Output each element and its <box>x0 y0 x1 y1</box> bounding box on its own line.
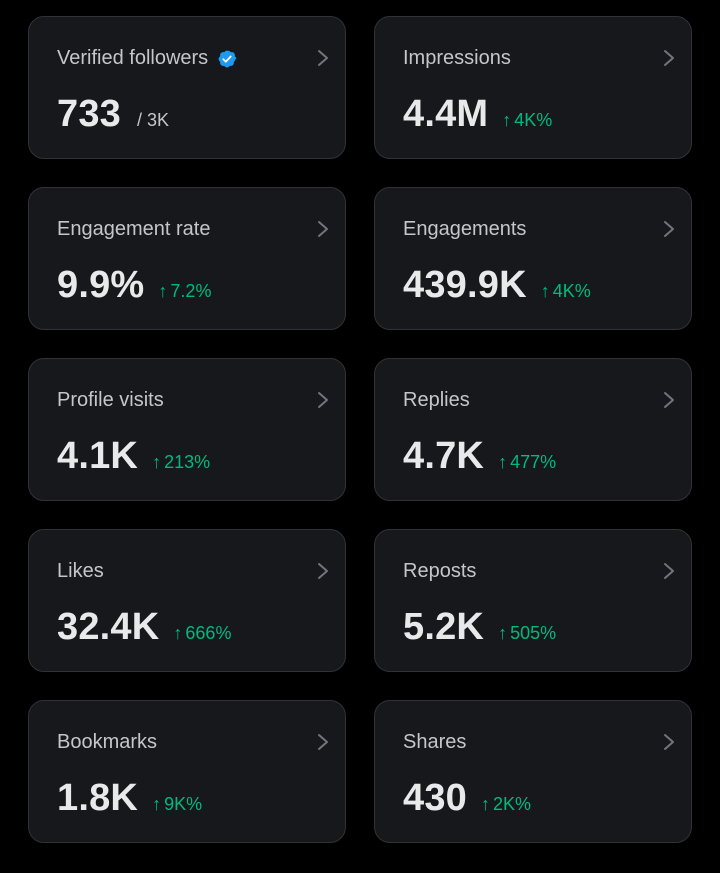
metric-card-bookmarks[interactable]: Bookmarks 1.8K ↑ 9K% <box>28 700 346 843</box>
arrow-up-icon: ↑ <box>152 794 162 814</box>
metric-title: Shares <box>403 731 466 754</box>
metric-value-row: 430 ↑ 2K% <box>403 777 531 820</box>
metric-card-reposts[interactable]: Reposts 5.2K ↑ 505% <box>374 529 692 672</box>
metric-value-row: 4.7K ↑ 477% <box>403 435 556 478</box>
metric-value: 733 <box>57 93 122 135</box>
arrow-up-icon: ↑ <box>502 110 512 130</box>
metric-title: Likes <box>57 560 104 583</box>
metric-card-impressions[interactable]: Impressions 4.4M ↑ 4K% <box>374 16 692 159</box>
chevron-right-icon <box>318 50 328 66</box>
arrow-up-icon: ↑ <box>481 794 491 814</box>
metric-value-row: 32.4K ↑ 666% <box>57 606 231 649</box>
chevron-right-icon <box>318 221 328 237</box>
metric-value: 439.9K <box>403 264 527 306</box>
arrow-up-icon: ↑ <box>173 623 183 643</box>
metric-value-row: 4.4M ↑ 4K% <box>403 93 552 136</box>
chevron-right-icon <box>664 734 674 750</box>
metric-change-value: 213% <box>164 452 211 472</box>
metric-change-value: 7.2% <box>170 281 212 301</box>
metric-title: Profile visits <box>57 389 164 412</box>
metric-change: ↑ 477% <box>498 452 556 473</box>
arrow-up-icon: ↑ <box>498 452 508 472</box>
chevron-right-icon <box>318 392 328 408</box>
metric-value: 32.4K <box>57 606 160 648</box>
metric-card-replies[interactable]: Replies 4.7K ↑ 477% <box>374 358 692 501</box>
metric-value: 9.9% <box>57 264 145 306</box>
metric-label: Profile visits <box>57 389 164 411</box>
metric-title: Engagement rate <box>57 218 210 241</box>
metric-change-value: 505% <box>510 623 557 643</box>
metric-label: Replies <box>403 389 470 411</box>
metric-card-likes[interactable]: Likes 32.4K ↑ 666% <box>28 529 346 672</box>
metric-label: Impressions <box>403 47 511 69</box>
metric-card-engagements[interactable]: Engagements 439.9K ↑ 4K% <box>374 187 692 330</box>
metric-title: Bookmarks <box>57 731 157 754</box>
metric-change: ↑ 666% <box>173 623 231 644</box>
metric-label: Engagement rate <box>57 218 211 240</box>
metric-change: ↑ 4K% <box>502 110 552 131</box>
metrics-grid: Verified followers 733 / 3K Impressions … <box>28 16 692 843</box>
metric-title: Impressions <box>403 47 511 70</box>
verified-badge-icon <box>218 50 237 67</box>
metric-change: ↑ 505% <box>498 623 556 644</box>
metric-value: 430 <box>403 777 468 819</box>
metric-label: Reposts <box>403 560 477 582</box>
metric-suffix: / 3K <box>137 110 170 130</box>
metric-title: Reposts <box>403 560 476 583</box>
metric-label: Verified followers <box>57 47 209 69</box>
metric-card-shares[interactable]: Shares 430 ↑ 2K% <box>374 700 692 843</box>
metric-change-value: 666% <box>185 623 232 643</box>
metric-label: Bookmarks <box>57 731 158 753</box>
metric-change: ↑ 213% <box>152 452 210 473</box>
metric-title: Verified followers <box>57 47 238 70</box>
metric-change-value: 2K% <box>493 794 532 814</box>
arrow-up-icon: ↑ <box>498 623 508 643</box>
metric-value-row: 733 / 3K <box>57 93 169 136</box>
metric-change-value: 4K% <box>552 281 591 301</box>
metric-label: Engagements <box>403 218 527 240</box>
metric-value: 1.8K <box>57 777 139 819</box>
chevron-right-icon <box>664 221 674 237</box>
metric-value: 4.7K <box>403 435 485 477</box>
chevron-right-icon <box>318 563 328 579</box>
metric-title: Engagements <box>403 218 526 241</box>
metric-change: ↑ 7.2% <box>158 281 211 302</box>
metric-change: ↑ 2K% <box>481 794 531 815</box>
metric-label: Shares <box>403 731 467 753</box>
metric-change: ↑ 4K% <box>541 281 591 302</box>
arrow-up-icon: ↑ <box>540 281 550 301</box>
chevron-right-icon <box>664 392 674 408</box>
chevron-right-icon <box>664 563 674 579</box>
metric-card-verified-followers[interactable]: Verified followers 733 / 3K <box>28 16 346 159</box>
metric-change-value: 9K% <box>164 794 203 814</box>
chevron-right-icon <box>664 50 674 66</box>
metric-title: Replies <box>403 389 470 412</box>
metric-value-row: 9.9% ↑ 7.2% <box>57 264 211 307</box>
metric-label: Likes <box>57 560 104 582</box>
metric-value: 5.2K <box>403 606 485 648</box>
chevron-right-icon <box>318 734 328 750</box>
metric-value-row: 4.1K ↑ 213% <box>57 435 210 478</box>
arrow-up-icon: ↑ <box>152 452 162 472</box>
metric-value: 4.1K <box>57 435 139 477</box>
metric-card-engagement-rate[interactable]: Engagement rate 9.9% ↑ 7.2% <box>28 187 346 330</box>
metric-value: 4.4M <box>403 93 489 135</box>
metric-change-value: 477% <box>510 452 557 472</box>
metric-value-row: 5.2K ↑ 505% <box>403 606 556 649</box>
metric-change: ↑ 9K% <box>152 794 202 815</box>
metric-change-value: 4K% <box>514 110 553 130</box>
metric-card-profile-visits[interactable]: Profile visits 4.1K ↑ 213% <box>28 358 346 501</box>
metric-value-row: 1.8K ↑ 9K% <box>57 777 202 820</box>
metric-value-row: 439.9K ↑ 4K% <box>403 264 591 307</box>
arrow-up-icon: ↑ <box>158 281 168 301</box>
